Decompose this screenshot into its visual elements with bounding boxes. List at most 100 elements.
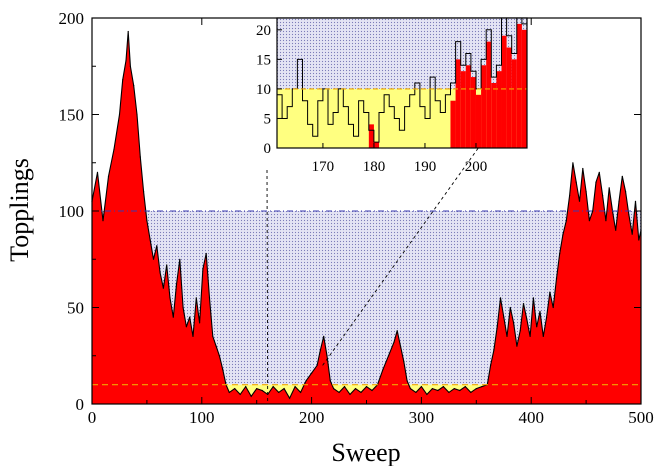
main-data-point [615,229,617,231]
main-data-point [234,388,236,390]
main-data-point [329,380,331,382]
main-data-point [202,268,204,270]
main-data-point [481,386,483,388]
main-data-point [294,386,296,388]
main-y-tick-label: 100 [59,202,85,221]
main-data-point [175,283,178,285]
main-series [91,30,642,404]
main-data-point [496,326,498,328]
main-data-point [218,355,220,357]
main-x-ticks: 0 100 200 300 400 500 [88,18,654,427]
main-data-point [228,391,230,393]
inset-red-bar [486,41,492,148]
inset-x-ticks: 170 180 190 200 [312,143,488,175]
main-data-point [199,322,201,324]
main-data-point [122,79,124,81]
inset-red-bar [521,29,527,148]
main-data-point [393,341,395,343]
main-data-point [305,380,307,382]
inset-red-bar [455,59,461,149]
main-data-point [549,291,551,293]
inset-red-bar [491,83,497,148]
main-data-point [371,389,373,392]
main-data-point [572,162,574,164]
main-y-tick-label: 50 [67,299,84,318]
inset-red-bar [511,59,517,149]
inset-red-bar [470,77,476,148]
inset-red-bar [373,142,380,148]
inset-series [277,17,527,149]
inset-plot-frame [276,17,528,149]
main-data-point [569,195,571,197]
main-data-point [605,220,607,222]
main-data-point [406,380,408,382]
inset-red-bar [368,124,374,148]
inset-red-bar [465,65,471,148]
inset-x-tick-label: 170 [312,159,335,175]
main-data-point [323,335,325,337]
main-data-point [490,364,492,366]
inset-x-tick-label: 200 [465,159,488,175]
main-data-point [326,355,328,357]
main-data-point [403,360,405,363]
main-data-point [179,258,181,260]
main-data-point [182,306,184,309]
main-data-point [143,191,145,193]
main-data-point [349,393,351,395]
main-data-point [387,355,390,357]
zoom-connector-right [322,79,528,366]
main-x-tick-label: 500 [628,408,654,427]
main-y-tick-label: 0 [76,395,85,414]
main-data-point [420,386,422,388]
x-axis-title: Sweep [331,438,400,466]
main-data-point [256,388,258,390]
main-data-point [618,200,620,202]
main-data-point [272,386,274,388]
main-data-point [475,388,477,390]
main-data-point [437,389,439,392]
main-data-point [415,391,417,393]
main-data-point [127,30,129,33]
main-data-point [222,368,224,370]
main-data-point [278,391,280,393]
main-x-tick-label: 200 [299,408,325,427]
main-data-point [621,175,623,177]
main-data-point [582,167,584,170]
main-x-tick-label: 300 [409,408,435,427]
inset-y-tick-label: 5 [264,111,272,127]
main-data-point [526,318,528,320]
main-data-point [575,181,577,183]
main-data-point [431,388,433,390]
main-data-point [595,181,597,183]
main-data-point [333,388,335,390]
main-data-point [129,65,131,67]
main-data-point [245,386,247,388]
zoom-connector-lines [266,79,528,405]
inset-x-tick-label: 190 [414,159,437,175]
main-data-point [365,386,368,388]
main-data-point [522,303,525,305]
main-data-point [625,191,627,193]
main-data-point [205,252,207,255]
main-data-point [195,297,197,299]
main-data-point [546,316,548,318]
main-reference-lines [92,210,641,386]
main-data-point [382,368,384,370]
main-x-tick-label: 100 [189,408,215,427]
main-data-point [192,335,194,337]
main-data-point [319,349,321,351]
inset-red-bar [516,23,522,149]
inset-red-bar [475,94,482,148]
main-data-point [149,239,151,241]
inset-step-line [277,17,527,143]
main-data-point [239,393,241,395]
main-data-point [578,200,581,202]
main-data-point [261,389,263,392]
main-data-point [185,326,187,328]
main-data-point [360,391,362,393]
main-data-point [506,335,508,337]
main-data-point [453,388,455,390]
main-data-point [588,220,591,222]
inset-red-bar [496,71,502,148]
